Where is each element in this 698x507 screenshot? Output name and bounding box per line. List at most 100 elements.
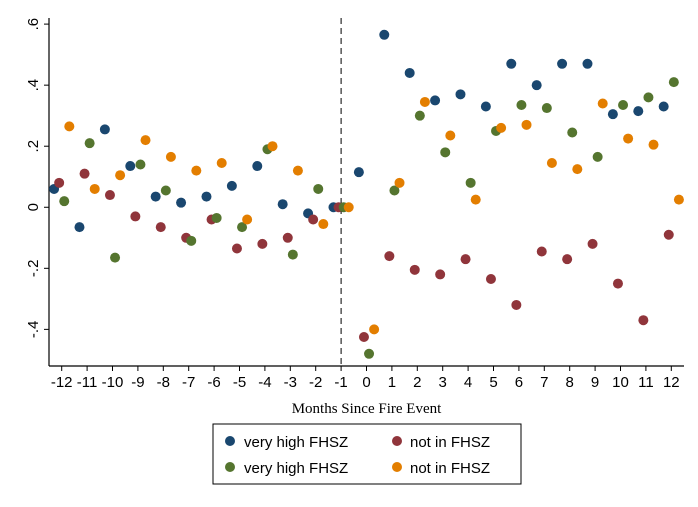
data-point-series-3 xyxy=(84,138,95,149)
y-tick-label: 0 xyxy=(25,203,42,211)
legend-label-1: very high FHSZ xyxy=(244,434,348,451)
data-point-series-1 xyxy=(176,197,187,208)
data-point-series-4 xyxy=(521,119,532,130)
data-point-series-3 xyxy=(237,222,248,233)
x-tick-label: -3 xyxy=(284,374,297,391)
data-point-series-4 xyxy=(648,139,659,150)
y-tick-label: .6 xyxy=(25,18,42,31)
data-point-series-4 xyxy=(496,122,507,133)
data-point-series-1 xyxy=(353,167,364,178)
x-tick-label: -9 xyxy=(131,374,144,391)
data-point-series-2 xyxy=(358,332,369,342)
data-point-series-1 xyxy=(658,101,669,112)
data-point-series-4 xyxy=(470,194,481,205)
data-point-series-2 xyxy=(485,274,496,284)
x-tick-label: 11 xyxy=(638,374,654,391)
data-point-series-4 xyxy=(165,151,176,162)
data-point-series-4 xyxy=(343,202,354,213)
data-point-series-4 xyxy=(394,177,405,188)
x-tick-label: -5 xyxy=(233,374,246,391)
data-point-series-2 xyxy=(587,238,598,249)
x-tick-label: -4 xyxy=(258,374,271,391)
data-point-series-3 xyxy=(668,77,679,88)
x-tick-label: 12 xyxy=(663,374,680,391)
data-point-series-2 xyxy=(511,299,522,310)
data-point-series-1 xyxy=(531,80,542,91)
y-tick-label: -.2 xyxy=(25,260,42,278)
data-point-series-1 xyxy=(226,180,237,191)
x-tick-label: -6 xyxy=(207,374,220,391)
x-tick-label: -11 xyxy=(77,374,98,391)
data-point-series-4 xyxy=(216,158,227,168)
data-point-series-2 xyxy=(231,243,242,254)
x-tick-label: 6 xyxy=(515,374,523,391)
data-point-series-2 xyxy=(409,264,420,275)
legend-label-3: very high FHSZ xyxy=(244,460,348,477)
data-point-series-3 xyxy=(516,100,527,110)
data-point-series-4 xyxy=(292,165,303,176)
data-point-series-4 xyxy=(445,130,456,141)
x-tick-label: -8 xyxy=(157,374,170,391)
data-point-series-2 xyxy=(130,211,141,222)
x-tick-label: 4 xyxy=(464,374,472,391)
data-point-series-3 xyxy=(313,183,324,194)
legend-marker-2 xyxy=(392,436,402,446)
data-point-series-2 xyxy=(663,229,674,240)
legend-marker-4 xyxy=(392,462,402,472)
data-point-series-1 xyxy=(277,199,288,210)
data-point-series-3 xyxy=(186,235,197,246)
data-point-series-3 xyxy=(135,159,146,170)
data-point-series-2 xyxy=(562,254,573,265)
data-point-series-4 xyxy=(140,135,151,146)
data-point-series-1 xyxy=(430,95,441,106)
x-tick-label: 1 xyxy=(388,374,396,391)
data-point-series-1 xyxy=(379,29,390,40)
data-point-series-2 xyxy=(460,254,471,265)
data-point-series-4 xyxy=(115,170,126,181)
data-point-series-1 xyxy=(252,161,263,172)
data-point-series-3 xyxy=(541,103,552,114)
x-tick-label: 3 xyxy=(439,374,447,391)
data-point-series-3 xyxy=(618,100,629,110)
data-point-series-1 xyxy=(99,124,110,135)
data-point-series-4 xyxy=(623,133,634,144)
x-tick-label: -10 xyxy=(102,374,124,391)
data-point-series-2 xyxy=(612,278,623,289)
x-tick-label: -12 xyxy=(51,374,73,391)
data-point-series-4 xyxy=(267,141,278,152)
legend-label-4: not in FHSZ xyxy=(410,460,490,477)
data-point-series-1 xyxy=(455,89,466,100)
data-point-series-3 xyxy=(364,348,375,359)
data-point-series-1 xyxy=(150,191,161,202)
x-axis-title: Months Since Fire Event xyxy=(292,401,442,417)
data-point-series-1 xyxy=(125,161,136,172)
data-point-series-1 xyxy=(506,58,517,69)
data-point-series-3 xyxy=(440,147,451,158)
x-tick-label: -7 xyxy=(182,374,195,391)
x-tick-label: 0 xyxy=(362,374,370,391)
data-point-series-4 xyxy=(572,164,583,175)
data-point-series-4 xyxy=(546,158,557,168)
data-point-series-2 xyxy=(104,190,115,201)
data-point-series-2 xyxy=(79,168,90,179)
data-point-series-4 xyxy=(369,324,380,335)
data-point-series-3 xyxy=(59,196,70,207)
data-point-series-3 xyxy=(160,185,171,196)
x-tick-label: 7 xyxy=(540,374,548,391)
data-point-series-2 xyxy=(384,251,395,262)
legend-marker-1 xyxy=(225,436,235,446)
data-point-series-4 xyxy=(597,98,608,109)
x-tick-label: -2 xyxy=(309,374,322,391)
y-tick-label: .2 xyxy=(25,140,42,153)
y-tick-label: .4 xyxy=(25,79,42,92)
x-tick-label: 8 xyxy=(566,374,574,391)
data-point-series-4 xyxy=(191,165,202,176)
data-point-series-3 xyxy=(287,249,298,260)
data-point-series-3 xyxy=(389,185,400,196)
data-point-series-4 xyxy=(673,194,684,205)
data-point-series-4 xyxy=(242,214,253,225)
data-point-series-3 xyxy=(643,92,654,103)
data-point-series-2 xyxy=(638,315,649,326)
